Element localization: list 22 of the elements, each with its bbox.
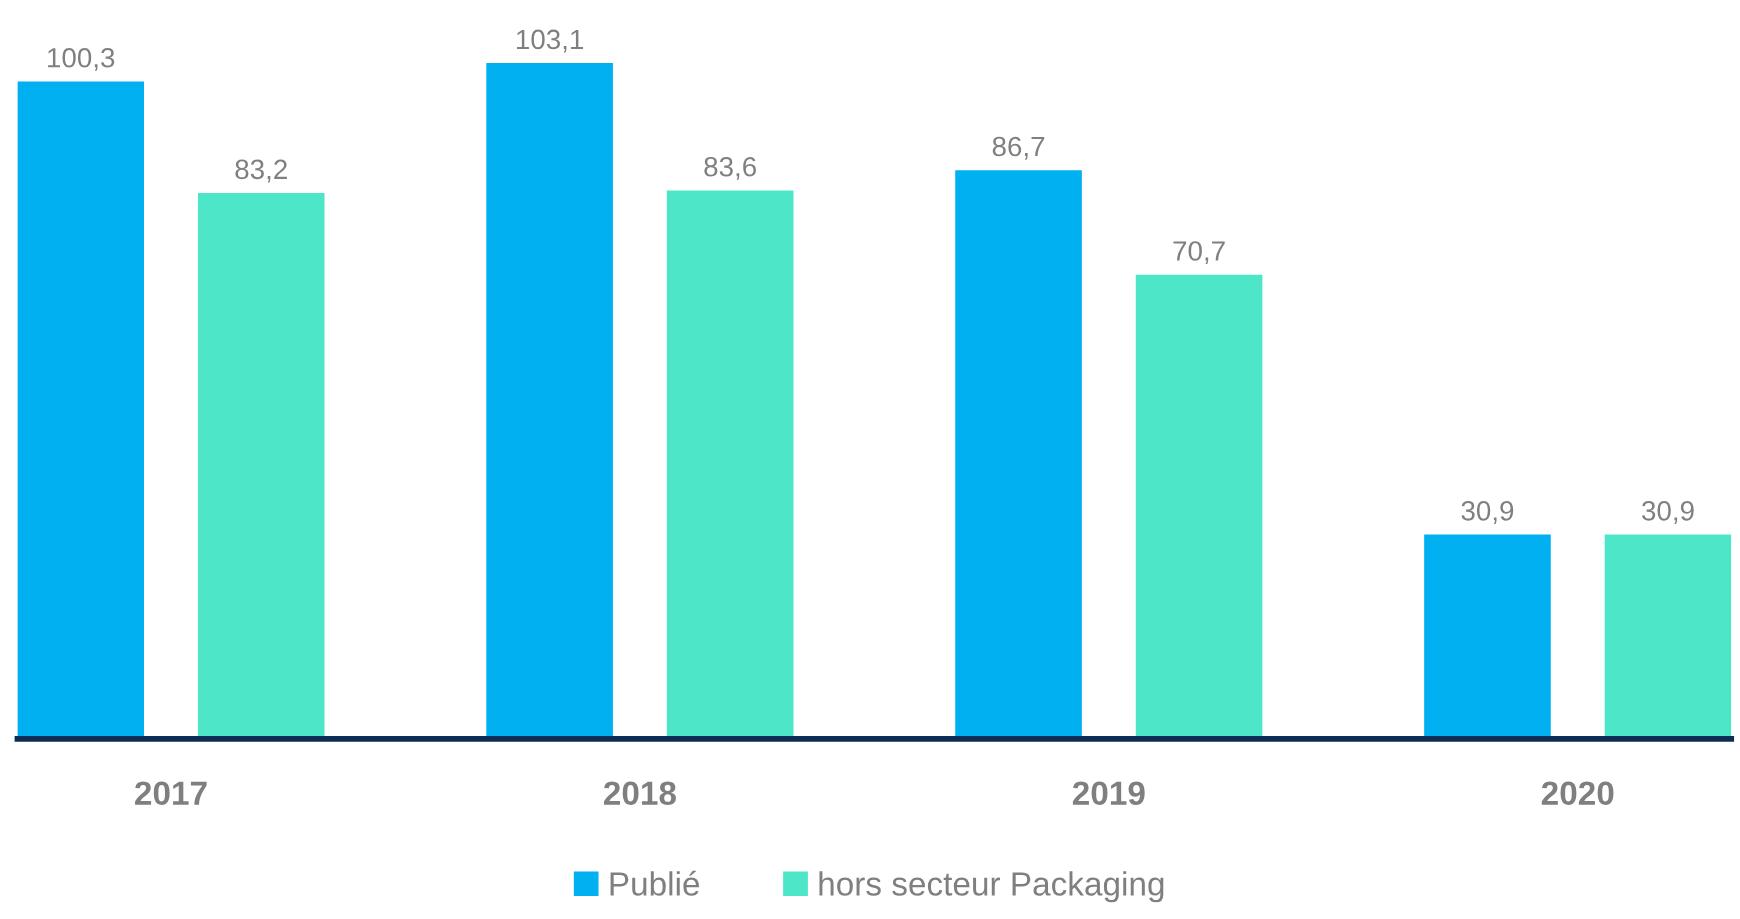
x-tick-label: 2019 — [1072, 781, 1145, 806]
bar — [1604, 534, 1732, 737]
bar — [955, 170, 1082, 737]
data-label: 83,6 — [704, 156, 756, 180]
bar — [666, 190, 794, 737]
data-label: 100,3 — [48, 47, 115, 71]
legend-label: Publié — [610, 870, 700, 896]
data-label: 30,9 — [1461, 500, 1514, 524]
bar — [486, 63, 613, 737]
x-tick-label: 2018 — [603, 781, 676, 806]
x-tick-label: 2017 — [135, 781, 207, 806]
data-label: 70,7 — [1173, 241, 1225, 265]
data-label: 103,1 — [516, 29, 584, 53]
data-label: 30,9 — [1642, 500, 1694, 524]
bar — [197, 193, 325, 737]
data-label: 83,2 — [235, 159, 287, 183]
bar — [1135, 274, 1263, 737]
legend-label: hors secteur Packaging — [819, 871, 1164, 903]
bar — [1424, 534, 1551, 737]
x-tick-label: 2020 — [1541, 781, 1614, 806]
bar — [17, 81, 145, 737]
data-label: 86,7 — [992, 136, 1045, 160]
